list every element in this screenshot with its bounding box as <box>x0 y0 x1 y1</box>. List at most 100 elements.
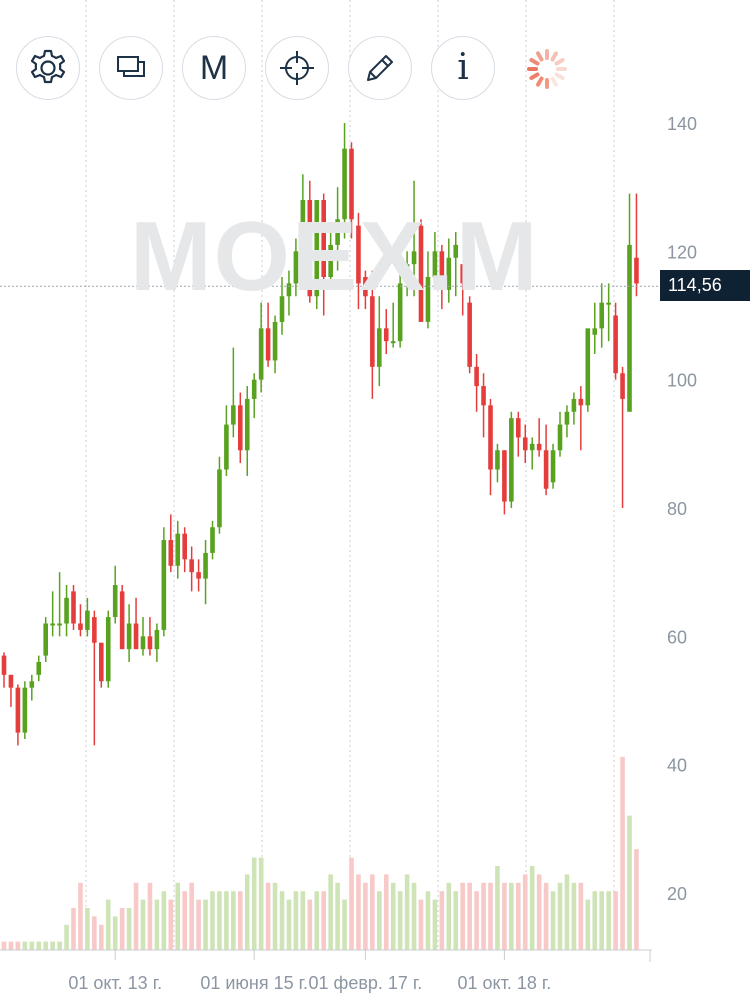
volume-bar <box>210 891 215 950</box>
volume-bar <box>349 857 354 950</box>
candle-body <box>495 450 500 470</box>
volume-bar <box>404 874 410 950</box>
y-tick-label: 140 <box>667 114 697 134</box>
candle-body <box>564 411 570 425</box>
candle-body <box>112 585 118 618</box>
volume-bar <box>627 815 632 950</box>
volume-bar <box>536 874 542 950</box>
volume-bar <box>446 882 452 950</box>
candle-body <box>8 674 14 688</box>
candle-body <box>92 617 97 643</box>
volume-bar <box>175 882 181 950</box>
x-tick-label: 01 февр. 17 г. <box>308 973 422 993</box>
y-tick-label: 80 <box>667 499 687 519</box>
volume-bar <box>425 891 431 950</box>
x-tick-label: 01 окт. 13 г. <box>68 973 162 993</box>
compare-button[interactable] <box>99 36 163 100</box>
volume-bar <box>36 941 42 950</box>
volume-bar <box>342 899 347 950</box>
volume-bar <box>119 908 125 950</box>
candle-body <box>502 450 507 502</box>
candle-body <box>418 225 424 322</box>
volume-bar <box>418 899 424 950</box>
volume-bar <box>578 882 584 950</box>
candle-body <box>265 328 271 361</box>
volume-bar <box>363 882 368 950</box>
volume-bar <box>140 899 146 950</box>
candles <box>1 123 639 746</box>
y-axis: 20 40 60 80 100 120 140 <box>667 114 697 904</box>
candle-body <box>335 219 340 245</box>
candle-body <box>251 379 257 399</box>
candle-body <box>314 200 320 297</box>
x-tick-label: 01 июня 15 г. <box>200 973 308 993</box>
volume-bar <box>217 891 222 950</box>
candle-body <box>509 418 514 502</box>
candle-body <box>578 398 584 406</box>
candle-body <box>620 373 625 399</box>
candle-body <box>293 251 299 284</box>
candle-body <box>57 623 62 626</box>
candle-body <box>432 251 438 277</box>
candle-body <box>543 450 549 489</box>
volume-bar <box>613 891 618 950</box>
candle-body <box>300 200 306 252</box>
volume-bar <box>383 874 389 950</box>
candle-body <box>105 617 111 682</box>
candle-body <box>154 629 160 650</box>
volume-bar <box>592 891 598 950</box>
volume-bar <box>1 941 7 950</box>
volume-bar <box>390 882 396 950</box>
crosshair-button[interactable] <box>265 36 329 100</box>
info-button[interactable]: i <box>431 36 495 100</box>
settings-button[interactable] <box>16 36 80 100</box>
volume-bar <box>196 899 201 950</box>
volume-bar <box>411 882 417 950</box>
volume-bar <box>307 899 313 950</box>
candle-body <box>78 623 83 630</box>
candle-body <box>29 681 35 688</box>
candle-body <box>349 148 354 220</box>
volume-bar <box>92 916 97 950</box>
info-button-label: i <box>457 47 469 88</box>
volume-bar <box>29 941 35 950</box>
toolbar: M i <box>16 36 572 102</box>
candle-body <box>557 424 563 451</box>
candle-body <box>550 450 556 483</box>
candle-body <box>119 591 125 650</box>
volume-bar <box>99 924 104 950</box>
candle-body <box>446 257 452 290</box>
candle-body <box>529 443 535 451</box>
volume-bar <box>50 941 55 950</box>
volume-bar <box>481 882 486 950</box>
volume-bar <box>286 899 292 950</box>
candle-body <box>71 591 76 624</box>
volume-bars <box>1 756 639 950</box>
candle-body <box>377 328 382 367</box>
volume-bar <box>335 882 340 950</box>
watermark: MOEX.M <box>130 201 540 311</box>
volume-bar <box>258 857 264 950</box>
candle-body <box>488 405 493 470</box>
mode-button[interactable]: M <box>182 36 246 100</box>
candle-body <box>224 424 229 470</box>
mode-button-label: M <box>199 49 229 87</box>
candle-body <box>203 552 208 579</box>
last-price-label: 114,56 <box>660 270 750 301</box>
volume-bar <box>161 891 167 950</box>
candle-body <box>15 687 21 733</box>
volume-bar <box>620 756 625 950</box>
volume-bar <box>300 891 306 950</box>
candle-body <box>133 623 139 650</box>
volume-bar <box>571 882 577 950</box>
draw-button[interactable] <box>348 36 412 100</box>
volume-bar <box>105 899 111 950</box>
volume-bar <box>272 882 278 950</box>
volume-bar <box>488 882 493 950</box>
candle-body <box>370 296 375 367</box>
layers-icon <box>117 56 145 77</box>
y-tick-label: 120 <box>667 242 697 262</box>
candle-body <box>182 533 187 560</box>
volume-bar <box>634 849 639 950</box>
